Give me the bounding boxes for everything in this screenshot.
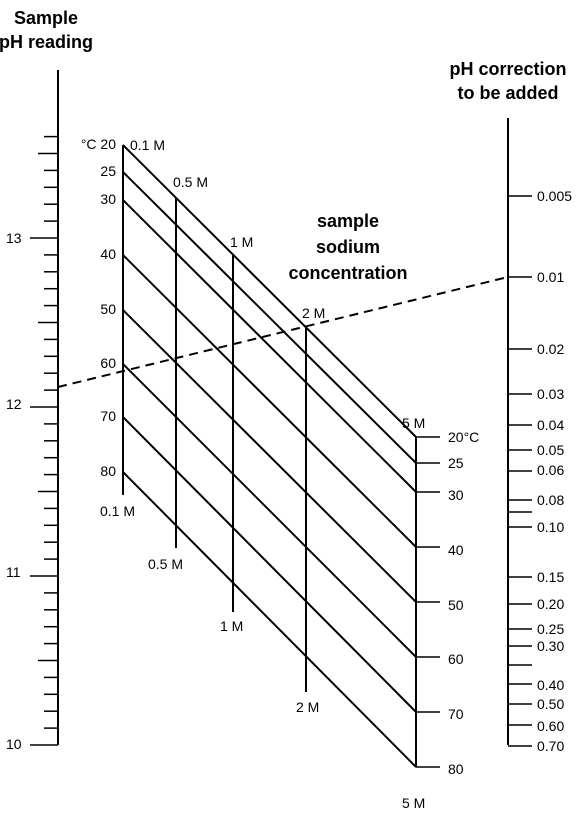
conc-label-bottom-1M: 1 M xyxy=(220,618,243,634)
temperature-line xyxy=(122,171,417,464)
right-label-0.60: 0.60 xyxy=(537,718,564,734)
left-label-10: 10 xyxy=(6,736,22,752)
temp-label-left-50: 50 xyxy=(100,301,116,317)
temperature-line xyxy=(122,144,417,438)
temp-label-left-30: 30 xyxy=(100,191,116,207)
right-label-0.01: 0.01 xyxy=(537,269,564,285)
temp-label-left-25: 25 xyxy=(100,163,116,179)
conc-label-bottom-5M: 5 M xyxy=(402,795,425,811)
conc-label-top-0.5M: 0.5 M xyxy=(173,174,208,190)
right-label-0.08: 0.08 xyxy=(537,492,564,508)
right-scale-title-line1: pH correction xyxy=(449,59,566,79)
conc-label-top-0.1M: 0.1 M xyxy=(130,137,165,153)
conc-label-top-5M: 5 M xyxy=(402,415,425,431)
right-label-0.02: 0.02 xyxy=(537,341,564,357)
temp-label-right-25: 25 xyxy=(448,455,464,471)
temperature-line xyxy=(122,309,417,603)
grid-title-line3: concentration xyxy=(288,263,407,283)
temp-label-right-20: 20°C xyxy=(448,429,479,445)
left-scale-ticks xyxy=(30,135,58,746)
right-label-0.25: 0.25 xyxy=(537,621,564,637)
conc-label-top-1M: 1 M xyxy=(230,234,253,250)
right-label-0.20: 0.20 xyxy=(537,596,564,612)
right-label-0.005: 0.005 xyxy=(537,188,572,204)
right-label-0.70: 0.70 xyxy=(537,738,564,754)
temp-label-right-60: 60 xyxy=(448,651,464,667)
temperature-line xyxy=(122,363,417,658)
conc-label-top-2M: 2 M xyxy=(302,305,325,321)
right-label-0.10: 0.10 xyxy=(537,519,564,535)
temp-label-right-40: 40 xyxy=(448,542,464,558)
temp-label-right-50: 50 xyxy=(448,597,464,613)
conc-label-bottom-0.5M: 0.5 M xyxy=(148,556,183,572)
right-label-0.30: 0.30 xyxy=(537,638,564,654)
temp-label-left-20: °C 20 xyxy=(81,136,116,152)
temperature-line xyxy=(122,254,417,548)
temperature-line xyxy=(122,416,417,713)
right-label-0.03: 0.03 xyxy=(537,386,564,402)
right-label-0.05: 0.05 xyxy=(537,442,564,458)
conc-label-bottom-2M: 2 M xyxy=(296,699,319,715)
left-label-11: 11 xyxy=(6,564,21,580)
left-label-13: 13 xyxy=(6,230,22,246)
right-scale-title-line2: to be added xyxy=(457,83,558,103)
temp-label-left-40: 40 xyxy=(100,246,116,262)
right-label-0.40: 0.40 xyxy=(537,677,564,693)
temp-label-right-70: 70 xyxy=(448,706,464,722)
right-label-0.04: 0.04 xyxy=(537,417,564,433)
right-label-0.06: 0.06 xyxy=(537,462,564,478)
temp-label-left-70: 70 xyxy=(100,408,116,424)
grid-title-line1: sample xyxy=(317,211,379,231)
left-label-12: 12 xyxy=(6,396,22,412)
grid-title-line2: sodium xyxy=(316,237,380,257)
right-label-0.50: 0.50 xyxy=(537,696,564,712)
example-reading-line xyxy=(57,276,509,388)
temp-label-left-60: 60 xyxy=(100,355,116,371)
temp-label-right-30: 30 xyxy=(448,487,464,503)
conc-label-bottom-0.1M: 0.1 M xyxy=(100,503,135,519)
temp-label-right-80: 80 xyxy=(448,761,464,777)
right-scale-ticks xyxy=(508,195,532,747)
temperature-ticks-right xyxy=(416,436,440,768)
temp-label-left-80: 80 xyxy=(100,463,116,479)
temperature-line xyxy=(122,199,417,493)
right-label-0.15: 0.15 xyxy=(537,569,564,585)
temperature-line xyxy=(122,471,417,768)
left-scale-title-line1: Sample xyxy=(14,8,78,28)
left-scale-title-line2: pH reading xyxy=(0,32,93,52)
